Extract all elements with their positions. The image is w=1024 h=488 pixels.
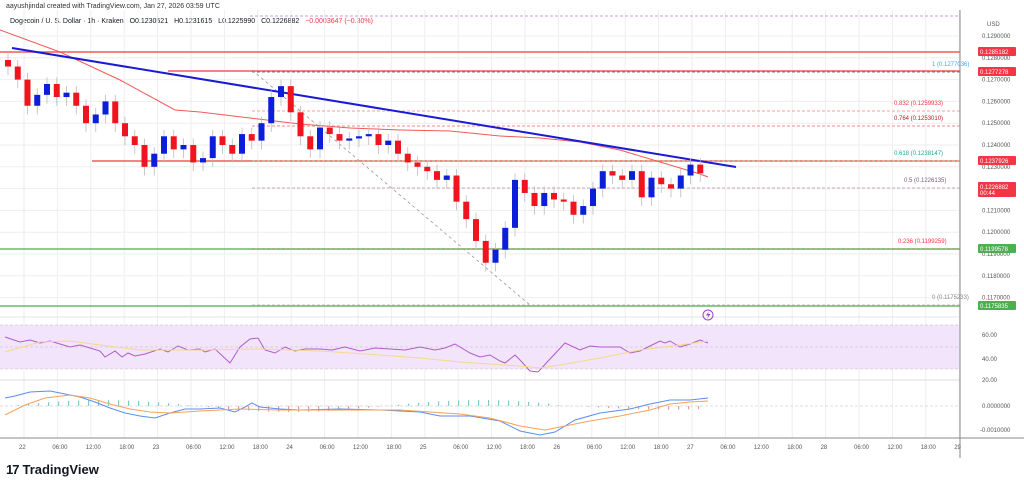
price-tick: 0.1260000 (982, 99, 1011, 105)
time-axis[interactable]: 22 06:00 12:00 18:00 23 06:00 12:00 18:00 24 06:0… (19, 445, 962, 451)
time-tick: 22 (19, 445, 26, 451)
price-tick: 0.1180000 (982, 274, 1011, 280)
macd-histogram (18, 400, 700, 412)
time-tick: 06:00 (720, 445, 736, 451)
fib-label-1: 1 (0.1277036) (932, 62, 969, 68)
rsi-tick: 40.00 (982, 357, 998, 363)
chart-grid (0, 10, 960, 438)
time-tick: 06:00 (320, 445, 336, 451)
time-tick: 12:00 (487, 445, 503, 451)
currency-label: USD (987, 22, 1000, 28)
macd-tick: -0.0010000 (980, 428, 1011, 434)
ohlc-change: −0.0003647 (−0.30%) (305, 18, 373, 25)
price-tick: 0.1270000 (982, 78, 1011, 84)
time-tick: 12:00 (353, 445, 369, 451)
price-tick: 0.1290000 (982, 34, 1011, 40)
rsi-tick: 60.00 (982, 333, 998, 339)
macd-tick: 0.0000000 (982, 404, 1011, 410)
descending-trendline[interactable] (11, 47, 737, 168)
ohlc-high: H0.1231615 (174, 18, 213, 25)
time-tick: 18:00 (921, 445, 937, 451)
rsi-ma-line (4, 340, 709, 369)
svg-text:00:44: 00:44 (980, 191, 996, 197)
svg-text:0.1285182: 0.1285182 (980, 50, 1009, 56)
ohlc-low: L0.1225990 (218, 18, 256, 25)
price-tick: 0.1280000 (982, 56, 1011, 62)
svg-text:0.1277278: 0.1277278 (980, 70, 1009, 76)
price-tick: 0.1250000 (982, 121, 1011, 127)
price-tags: 0.1285182 0.1277278 0.1237926 0.122688200:4… (978, 47, 1016, 310)
time-tick: 26 (553, 445, 560, 451)
time-tick: 06:00 (453, 445, 469, 451)
price-tag: 0.1277278 (978, 67, 1016, 76)
time-tick: 27 (687, 445, 694, 451)
macd-signal-line (4, 394, 709, 431)
price-tick: 0.1190000 (982, 252, 1011, 258)
time-tick: 28 (821, 445, 828, 451)
time-tick: 25 (420, 445, 427, 451)
svg-text:0.1199578: 0.1199578 (980, 247, 1009, 253)
time-tick: 24 (286, 445, 293, 451)
price-tag: 0.1175835 (978, 301, 1016, 310)
rsi-tick: 20.00 (982, 378, 998, 384)
time-tick: 06:00 (587, 445, 603, 451)
svg-text:0.1237926: 0.1237926 (980, 159, 1009, 165)
fib-label-0: 0 (0.1175233) (932, 295, 969, 301)
time-tick: 06:00 (186, 445, 202, 451)
tradingview-logo-text: TradingView (22, 462, 99, 477)
time-tick: 06:00 (854, 445, 870, 451)
symbol-name[interactable]: Dogecoin / U. S. Dollar · 1h · Kraken (10, 18, 124, 25)
fib-label-05: 0.5 (0.1226135) (904, 178, 946, 184)
moving-average-line[interactable] (0, 29, 709, 178)
price-tick: 0.1240000 (982, 143, 1011, 149)
ohlc-open: O0.1230521 (129, 18, 169, 25)
time-tick: 12:00 (620, 445, 636, 451)
fib-label-0618: 0.618 (0.1238147) (894, 151, 943, 157)
symbol-legend: Dogecoin / U. S. Dollar · 1h · Kraken O0… (10, 18, 377, 25)
fib-label-0764: 0.764 (0.1253010) (894, 116, 943, 122)
lightning-alert-icon[interactable] (702, 309, 714, 321)
time-tick: 18:00 (787, 445, 803, 451)
time-tick: 29 (954, 445, 961, 451)
price-tick: 0.1200000 (982, 230, 1011, 236)
time-tick: 12:00 (887, 445, 903, 451)
svg-text:0.1226882: 0.1226882 (980, 185, 1009, 191)
time-tick: 12:00 (219, 445, 235, 451)
time-tick: 18:00 (386, 445, 402, 451)
price-tag: 0.1285182 (978, 47, 1016, 56)
chart-credit: aayushjindal created with TradingView.co… (6, 3, 220, 10)
price-tag: 0.1237926 (978, 156, 1016, 165)
candlesticks (5, 53, 704, 272)
fib-label-0236: 0.236 (0.1199259) (898, 239, 947, 245)
rsi-line (4, 336, 709, 373)
svg-text:0.1175835: 0.1175835 (980, 304, 1009, 310)
time-tick: 18:00 (119, 445, 135, 451)
tradingview-logo[interactable]: 17 TradingView (6, 462, 99, 477)
time-tick: 18:00 (654, 445, 670, 451)
time-tick: 18:00 (520, 445, 536, 451)
macd-line (4, 390, 709, 436)
time-tick: 18:00 (253, 445, 269, 451)
fib-label-0832: 0.832 (0.1259933) (894, 101, 943, 107)
price-tick: 0.1170000 (982, 296, 1011, 302)
time-tick: 06:00 (52, 445, 68, 451)
time-tick: 12:00 (754, 445, 770, 451)
ohlc-close: C0.1226882 (261, 18, 300, 25)
fib-retracement[interactable] (251, 69, 960, 306)
price-tag: 0.1199578 (978, 244, 1016, 253)
price-tick: 0.1230000 (982, 165, 1011, 171)
time-tick: 12:00 (86, 445, 102, 451)
time-tick: 23 (153, 445, 160, 451)
price-tick: 0.1210000 (982, 208, 1011, 214)
tradingview-logo-icon: 17 (6, 462, 20, 477)
